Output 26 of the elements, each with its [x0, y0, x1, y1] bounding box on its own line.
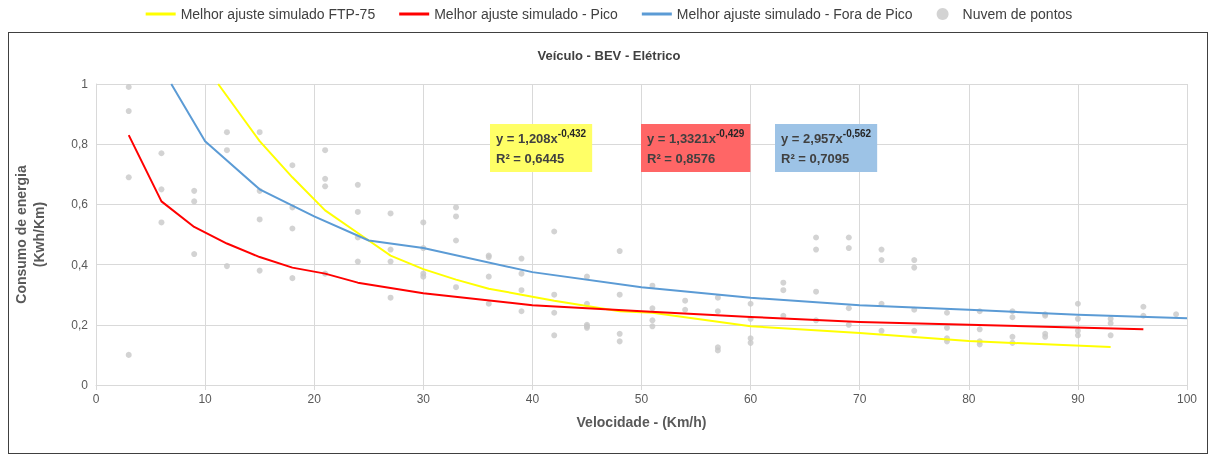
y-axis-title: Consumo de energia (Kwh/Km) [13, 165, 47, 304]
x-tick-label: 60 [743, 392, 758, 406]
legend-label: Melhor ajuste simulado - Pico [434, 6, 619, 22]
x-tick-label: 80 [962, 392, 976, 406]
legend-label: Melhor ajuste simulado FTP-75 [180, 6, 376, 22]
x-tick-label: 40 [525, 392, 540, 406]
x-tick-label: 0 [92, 392, 100, 406]
x-tick-label: 90 [1071, 392, 1085, 406]
x-tick-label: 20 [307, 392, 322, 406]
y-tick-label: 0 [81, 378, 89, 392]
chart-title: Veículo - BEV - Elétrico [537, 48, 681, 63]
legend-label: Nuvem de pontos [962, 6, 1073, 22]
x-tick-label: 50 [634, 392, 649, 406]
x-tick-label: 70 [853, 392, 867, 406]
y-tick-label: 0,6 [71, 197, 89, 212]
y-tick-label: 0,2 [71, 317, 89, 332]
y-tick-label: 0,8 [71, 137, 89, 152]
x-tick-label: 100 [1176, 392, 1198, 406]
line-series [217, 83, 1112, 349]
y-tick-label: 0,4 [71, 257, 89, 272]
line-series [170, 83, 1188, 320]
legend-label: Melhor ajuste simulado - Fora de Pico [676, 6, 913, 22]
x-tick-label: 10 [198, 392, 213, 406]
y-tick-label: 1 [81, 77, 89, 91]
x-axis-title: Velocidade - (Km/h) [576, 414, 707, 430]
x-tick-label: 30 [416, 392, 431, 406]
